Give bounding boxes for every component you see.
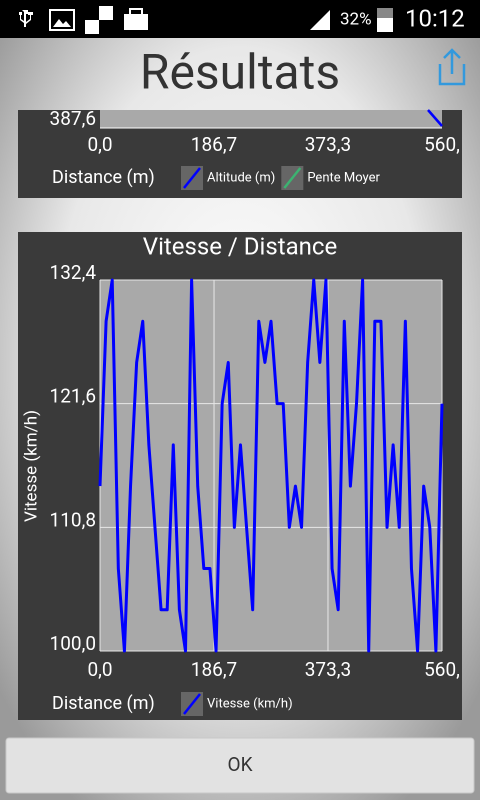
ok-label: OK	[228, 753, 253, 776]
battery-text: 32%	[340, 9, 372, 29]
altitude-chart: 387,6 0,0 186,7 373,3 560, Distance (m) Altitu…	[50, 107, 460, 190]
x-tick-label: 186,7	[191, 658, 237, 681]
y-tick-label: 387,6	[50, 107, 96, 130]
line-fragment	[427, 109, 443, 127]
clock: 10:12	[405, 4, 465, 32]
chart-title: Vitesse / Distance	[143, 232, 337, 260]
x-tick-label: 560,	[424, 133, 460, 156]
ok-button[interactable]	[5, 737, 475, 794]
screen-title: Résultats	[140, 44, 340, 101]
legend-line	[183, 167, 201, 189]
y-axis-title: Vitesse (km/h)	[21, 410, 41, 522]
x-tick-label: 373,3	[305, 658, 351, 681]
x-tick-label: 373,3	[305, 133, 351, 156]
x-axis-title: Distance (m)	[52, 693, 155, 714]
series-line	[98, 278, 444, 653]
share-button[interactable]	[438, 48, 466, 86]
x-tick-label: 186,7	[191, 133, 237, 156]
status-icons	[19, 6, 393, 34]
legend-label: Pente Moyer	[307, 170, 380, 185]
y-tick-label: 110,8	[50, 508, 96, 531]
status-bar	[0, 0, 480, 38]
legend-line	[183, 693, 201, 715]
x-tick-label: 0,0	[87, 133, 112, 156]
plot-area	[100, 110, 442, 128]
x-axis-title: Distance (m)	[52, 167, 155, 188]
legend-label: Vitesse (km/h)	[207, 696, 293, 711]
y-tick-label: 132,4	[50, 261, 97, 284]
x-tick-label: 560,	[424, 658, 460, 681]
legend-label: Altitude (m)	[207, 170, 275, 185]
legend-line	[283, 167, 302, 189]
speed-chart: Vitesse / Distance 0,0 186,7 373,3 560, 100,0…	[21, 232, 460, 716]
x-tick-label: 0,0	[87, 658, 112, 681]
y-tick-label: 100,0	[50, 632, 96, 655]
y-tick-label: 121,6	[50, 385, 96, 408]
